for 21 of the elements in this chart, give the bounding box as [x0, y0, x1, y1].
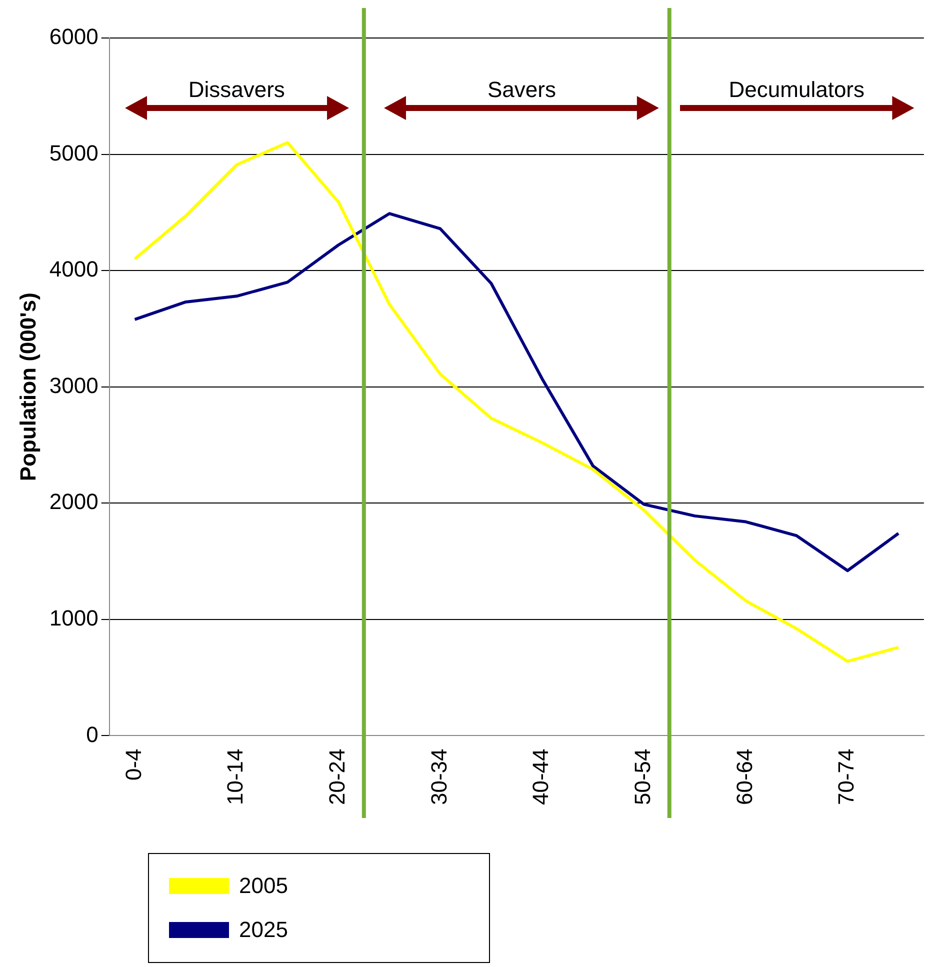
legend-label: 2005: [239, 873, 288, 899]
x-tick-label: 40-44: [528, 748, 554, 806]
y-tick-label: 3000: [49, 372, 98, 398]
x-tick-label: 60-64: [732, 748, 757, 806]
legend-label: 2025: [239, 917, 288, 943]
y-tick-label: 5000: [49, 140, 98, 166]
y-tick-label: 2000: [49, 489, 98, 514]
y-tick-label: 4000: [49, 256, 98, 282]
x-tick-label: 20-24: [324, 748, 350, 806]
x-tick-label: 30-34: [426, 748, 452, 806]
y-tick-label: 6000: [49, 24, 98, 50]
annotation: Dissavers: [188, 76, 285, 102]
y-tick-label: 1000: [49, 606, 98, 631]
x-tick-label: 0-4: [120, 748, 146, 781]
x-tick-label: 10-14: [222, 748, 248, 806]
x-tick-label: 70-74: [834, 748, 859, 806]
x-tick-label: 50-54: [630, 748, 655, 806]
annotation: Decumulators: [728, 76, 865, 102]
annotation: Savers: [487, 76, 556, 102]
y-tick-label: 0: [86, 722, 98, 747]
y-axis-title: Population (000's): [15, 292, 40, 482]
